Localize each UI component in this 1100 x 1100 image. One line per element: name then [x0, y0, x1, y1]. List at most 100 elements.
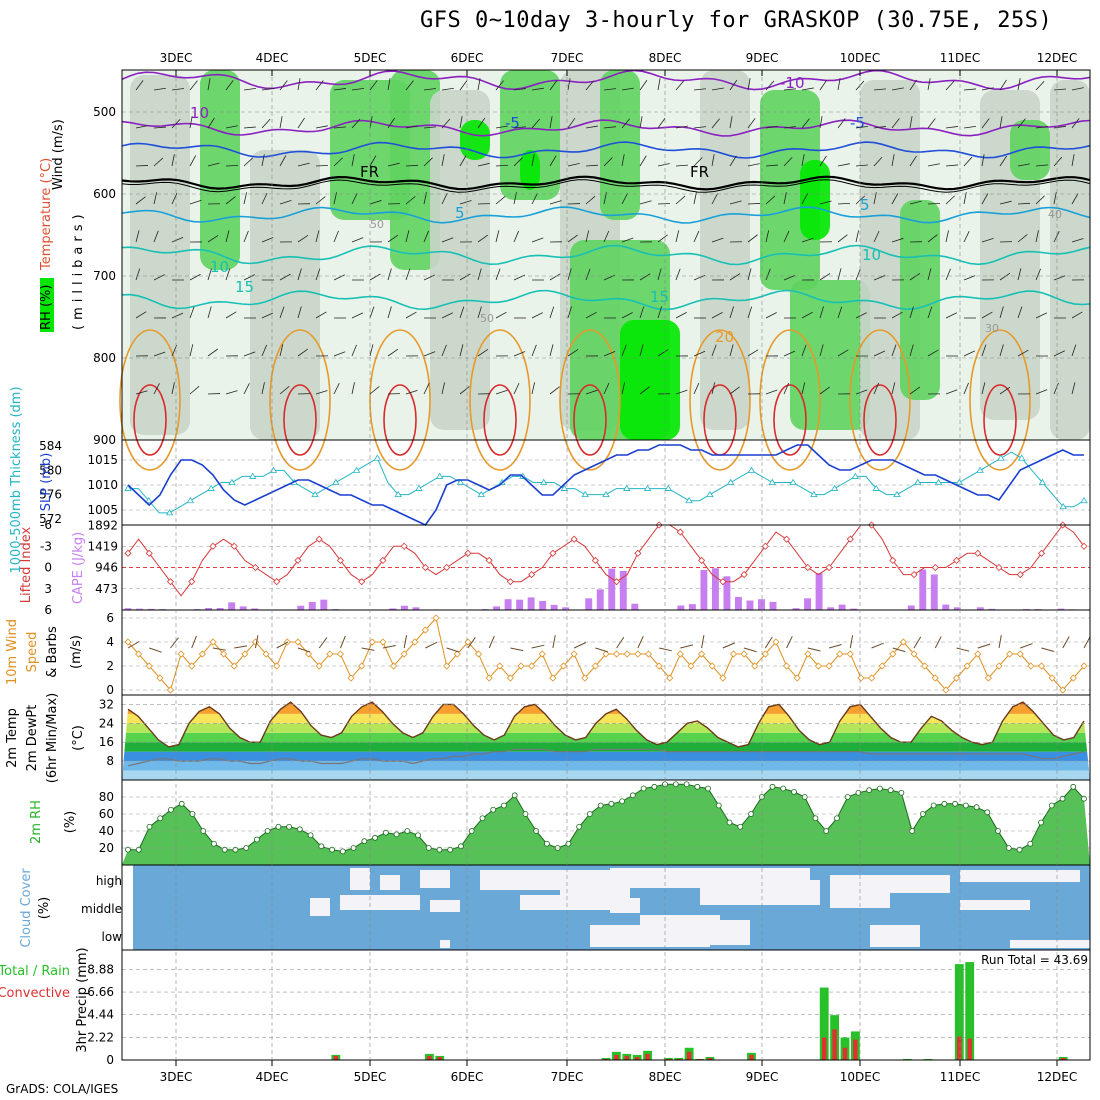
wind-barb — [531, 118, 541, 129]
wind-barb — [441, 382, 445, 395]
rh-region — [520, 150, 540, 190]
surface-wind-barb — [934, 636, 942, 649]
wind-barb — [927, 163, 940, 167]
thickness-marker — [914, 478, 922, 485]
wind-speed-marker — [517, 662, 525, 670]
date-label-top: 6DEC — [451, 51, 484, 65]
wind-barb — [621, 382, 626, 395]
wind-barb — [729, 79, 738, 91]
thickness-marker — [643, 484, 652, 491]
wind-barb — [135, 268, 141, 281]
wind-barb — [171, 312, 184, 319]
rh-region — [130, 75, 190, 435]
wind-barb — [711, 118, 720, 129]
wind-barb — [405, 196, 416, 205]
cape-bar — [1057, 608, 1065, 610]
wind-barb — [819, 273, 831, 281]
precip-conv-bar — [603, 1058, 609, 1060]
wind-barb — [585, 195, 596, 205]
cloud-block — [720, 920, 750, 945]
thickness-marker — [477, 490, 486, 498]
lifted-index-marker — [613, 578, 621, 586]
wind-speed-marker — [538, 650, 546, 658]
thickness-marker — [810, 490, 818, 498]
ylabel-cloud: Cloud Cover — [19, 868, 34, 948]
rh-marker — [780, 785, 787, 792]
wind-speed-marker — [570, 650, 578, 658]
rh-region — [500, 70, 560, 200]
temp-contour-20 — [469, 329, 531, 471]
wind-speed-marker — [188, 662, 196, 670]
lifted-index-marker — [145, 549, 153, 557]
wind-barb — [657, 234, 668, 243]
wind-barb — [369, 116, 373, 129]
precip-total-bar — [902, 1058, 912, 1060]
wind-barb — [999, 200, 1012, 205]
wind-barb — [801, 118, 810, 129]
lifted-index-marker — [251, 563, 260, 572]
wind-barb — [567, 268, 572, 281]
wind-barb — [675, 125, 688, 129]
temp-contour-25 — [983, 384, 1017, 456]
contour-label: -5 — [850, 114, 865, 132]
precip-total-bar — [819, 987, 829, 1060]
temp-band — [122, 702, 1090, 705]
rh-marker — [211, 840, 217, 847]
date-label-bottom: 10DEC — [840, 1070, 880, 1084]
rh-marker — [296, 826, 303, 833]
temp-contour-minus10 — [121, 69, 1091, 91]
wind-barb — [333, 230, 339, 243]
wind-barb — [837, 306, 843, 319]
wind-barb — [369, 200, 382, 205]
lifted-tick: 3 — [44, 582, 52, 596]
wind-barb — [711, 382, 716, 395]
wind-barb — [351, 312, 364, 319]
rh-marker — [941, 800, 948, 807]
wind-barb — [207, 117, 215, 129]
cloud-block — [520, 895, 560, 910]
wind-speed-marker — [474, 650, 483, 658]
wind-barb — [513, 351, 526, 357]
date-label-top: 7DEC — [551, 51, 584, 65]
rh-marker — [221, 846, 228, 853]
wind-barb — [711, 154, 715, 167]
wind-barb — [1035, 312, 1048, 319]
wind-barb — [153, 230, 159, 243]
lifted-index-marker — [464, 549, 472, 557]
rh-fill — [122, 784, 1090, 865]
wind-barb — [531, 237, 544, 243]
temp-contour-20 — [119, 329, 181, 471]
cloud-block — [870, 925, 920, 947]
rh-marker — [361, 838, 368, 845]
wind-barb — [909, 155, 917, 167]
thickness-marker — [394, 490, 402, 498]
wind-barb — [603, 230, 610, 243]
wind-speed-marker — [230, 662, 238, 670]
wind-barb — [315, 268, 321, 281]
contour-label: 50 — [480, 312, 494, 325]
wind-speed-marker — [761, 650, 769, 658]
cape-bar — [539, 601, 547, 610]
wind-speed-marker — [772, 638, 780, 646]
lifted-index-marker — [995, 563, 1003, 572]
wind-barb — [261, 382, 265, 395]
wind-barb — [675, 389, 688, 395]
wind-barb — [459, 344, 464, 357]
rh-marker — [1081, 795, 1087, 802]
precip-conv-bar — [1061, 1057, 1066, 1060]
cape-bar — [919, 569, 927, 610]
wind-barb — [495, 389, 508, 395]
wind-barb — [585, 230, 590, 243]
thickness-marker — [165, 509, 174, 516]
wind-speed-marker — [368, 638, 376, 646]
wind-barb — [135, 125, 148, 129]
lifted-index-marker — [230, 542, 238, 550]
wind-barb — [945, 164, 958, 167]
wind-barb — [315, 196, 326, 205]
date-label-bottom: 7DEC — [551, 1070, 584, 1084]
surface-wind-barb — [849, 635, 854, 649]
wind-barb — [801, 154, 805, 167]
lifted-index-marker — [591, 556, 599, 564]
rh-region — [700, 70, 750, 430]
wind-barb — [423, 126, 436, 129]
